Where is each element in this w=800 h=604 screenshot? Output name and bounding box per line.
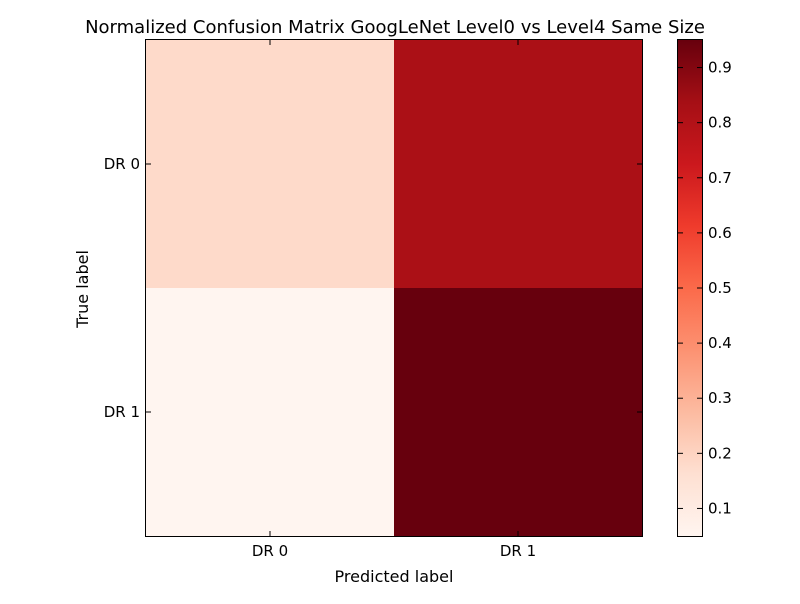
y-axis-ticks: DR 0 DR 1	[104, 155, 642, 421]
colorbar-tick-label: 0.1	[708, 499, 732, 517]
colorbar-tick-label: 0.8	[708, 114, 732, 132]
plot-frame	[145, 39, 643, 537]
colorbar-tick-label: 0.2	[708, 444, 732, 462]
y-tick-label: DR 1	[104, 403, 140, 421]
x-tick-label: DR 0	[252, 542, 288, 560]
y-axis-label: True label	[73, 250, 92, 329]
colorbar-tick-label: 0.5	[708, 279, 732, 297]
heatmap-cells	[146, 40, 642, 536]
x-tick-label: DR 1	[500, 542, 536, 560]
x-axis-ticks: DR 0 DR 1	[252, 40, 536, 560]
heatmap-cell	[146, 288, 394, 536]
colorbar-tick-label: 0.4	[708, 334, 732, 352]
heatmap-cell	[394, 288, 642, 536]
heatmap-cell	[146, 40, 394, 288]
y-tick-label: DR 0	[104, 155, 140, 173]
colorbar-tick-label: 0.7	[708, 169, 732, 187]
colorbar-ticks: 0.1 0.2 0.3 0.4 0.5 0.6 0.7 0.8 0.9	[678, 59, 732, 517]
colorbar-tick-label: 0.9	[708, 59, 732, 77]
heatmap-cell	[394, 40, 642, 288]
chart-title: Normalized Confusion Matrix GoogLeNet Le…	[85, 17, 705, 38]
colorbar-tick-label: 0.3	[708, 389, 732, 407]
colorbar-tick-label: 0.6	[708, 224, 732, 242]
x-axis-label: Predicted label	[335, 567, 454, 586]
